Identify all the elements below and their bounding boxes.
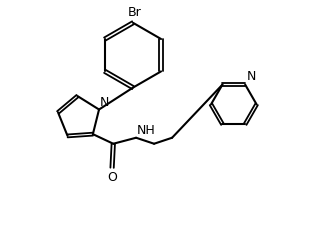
Text: Br: Br (127, 6, 141, 19)
Text: O: O (107, 171, 117, 184)
Text: NH: NH (137, 124, 155, 137)
Text: N: N (246, 71, 256, 84)
Text: N: N (100, 96, 110, 109)
